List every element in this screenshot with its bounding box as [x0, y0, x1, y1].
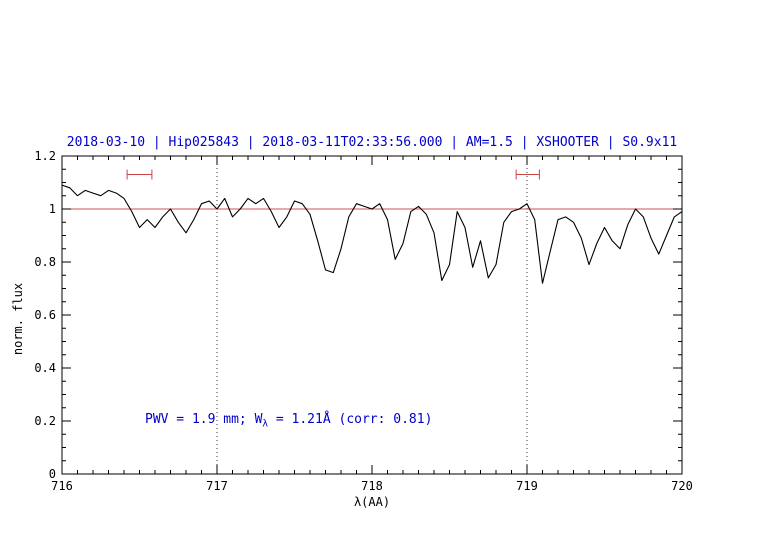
spectrum-line [61, 184, 683, 284]
x-tick-label: 720 [671, 479, 693, 493]
annotation-pre: PWV = 1.9 mm; W [145, 412, 263, 427]
pwv-annotation: PWV = 1.9 mm; Wλ = 1.21Å (corr: 0.81) [145, 412, 432, 430]
y-tick-label: 0 [49, 467, 56, 481]
plot-title: 2018-03-10 | Hip025843 | 2018-03-11T02:3… [66, 135, 678, 150]
y-tick-label: 0.6 [34, 308, 56, 322]
y-tick-label: 1.2 [34, 149, 56, 163]
y-axis-label-text: norm. flux [11, 282, 25, 356]
y-tick-label: 0.8 [34, 255, 56, 269]
x-tick-label: 716 [51, 479, 73, 493]
x-axis-label: λ(AA) [353, 495, 391, 509]
x-tick-label: 719 [516, 479, 538, 493]
y-tick-label: 0.2 [34, 414, 56, 428]
x-tick-label: 717 [206, 479, 228, 493]
y-tick-label: 1 [49, 202, 56, 216]
y-tick-label: 0.4 [34, 361, 56, 375]
annotation-sub: λ [262, 418, 269, 430]
annotation-post: = 1.21Å (corr: 0.81) [268, 412, 433, 427]
x-tick-label: 718 [361, 479, 383, 493]
